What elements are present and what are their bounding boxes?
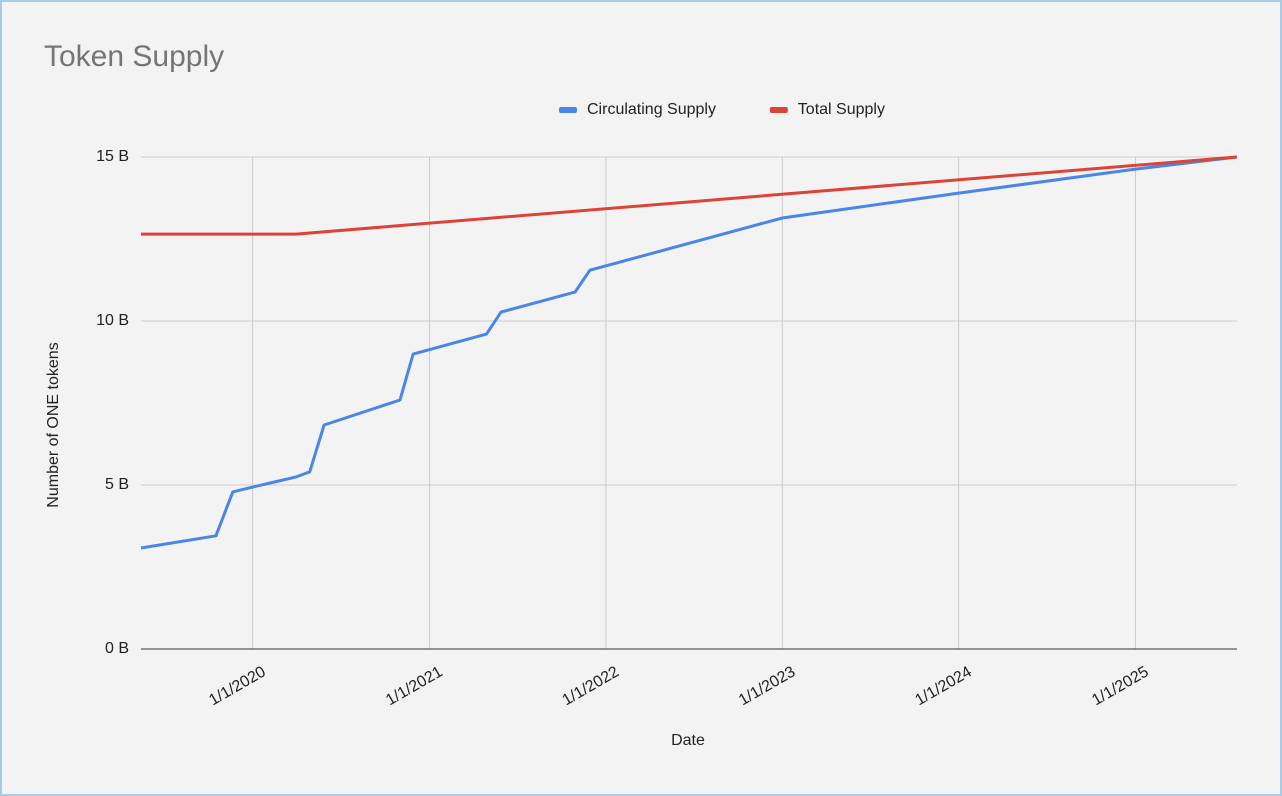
chart-title: Token Supply — [44, 40, 224, 73]
series-line — [141, 155, 1238, 236]
y-axis-title: Number of ONE tokens — [45, 342, 62, 507]
series-line — [140, 155, 1238, 550]
y-tick-label: 15 B — [96, 148, 129, 165]
y-tick-label: 0 B — [105, 640, 129, 657]
legend-swatch — [559, 107, 577, 113]
y-tick-label: 5 B — [105, 476, 129, 493]
legend-label: Circulating Supply — [587, 101, 716, 118]
legend-swatch — [769, 107, 788, 113]
y-tick-label: 10 B — [96, 312, 129, 329]
legend-label: Total Supply — [798, 101, 885, 118]
x-axis-title: Date — [671, 732, 705, 749]
